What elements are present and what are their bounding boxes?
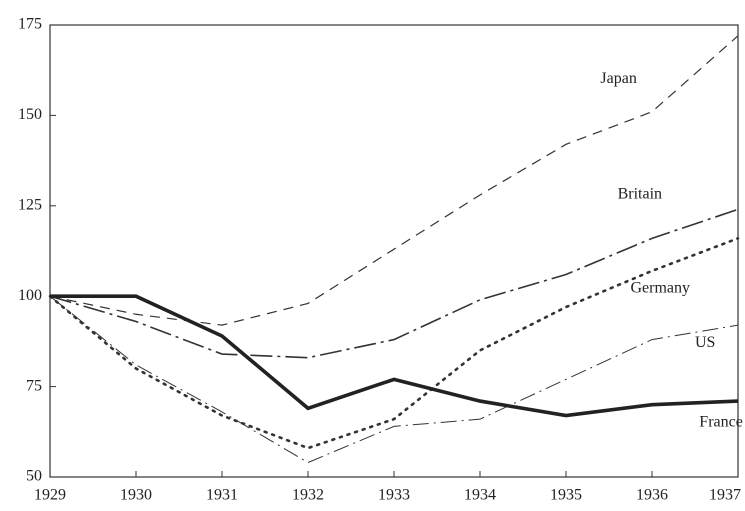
series-line (48, 237, 740, 450)
x-tick-label: 1935 (550, 487, 582, 504)
series-line (49, 208, 739, 359)
plot-frame (49, 24, 739, 478)
series-label: US (695, 334, 715, 351)
y-tick-label: 125 (18, 196, 42, 213)
series-label: France (699, 413, 743, 430)
y-tick-label: 150 (18, 106, 42, 123)
series-line (50, 294, 739, 418)
series-label: Germany (631, 280, 691, 297)
series-label: Britain (618, 186, 662, 203)
series-line (49, 295, 739, 464)
x-tick-label: 1931 (206, 487, 238, 504)
x-tick-label: 1936 (636, 487, 668, 504)
y-tick-label: 100 (18, 287, 42, 304)
y-tick-label: 175 (18, 16, 42, 33)
x-tick-label: 1934 (464, 487, 496, 504)
y-tick-label: 50 (26, 468, 42, 485)
y-tick-label: 75 (26, 377, 42, 394)
series-line (49, 35, 739, 326)
x-tick-label: 1937 (709, 487, 741, 504)
x-tick-label: 1929 (34, 487, 66, 504)
x-tick-label: 1930 (120, 487, 152, 504)
series-label: Japan (600, 70, 636, 87)
x-tick-label: 1933 (378, 487, 410, 504)
x-tick-label: 1932 (292, 487, 324, 504)
